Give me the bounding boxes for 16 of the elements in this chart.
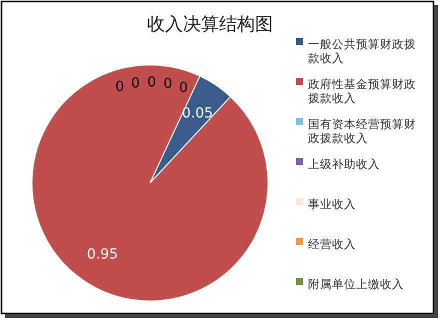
text: 0 xyxy=(179,80,188,96)
data-label: 0.95 xyxy=(86,246,118,262)
legend-label: 附属单位上缴收入 xyxy=(308,277,404,292)
text: 0 xyxy=(131,75,140,92)
data-label: 0.05 xyxy=(182,105,214,122)
pie-slice xyxy=(32,64,268,302)
chart-title: 收入决算结构图 xyxy=(147,14,273,35)
legend-label: 经营收入 xyxy=(308,237,356,252)
legend-label: 一般公共预算财政拨款收入 xyxy=(308,37,416,65)
legend-label: 上级补助收入 xyxy=(308,157,380,172)
text: 0 xyxy=(115,79,124,96)
legend-label: 事业收入 xyxy=(308,197,356,212)
legend-label: 政府性基金预算财政拨款收入 xyxy=(308,77,416,105)
legend-label: 国有资本经营预算财政拨款收入 xyxy=(308,117,416,145)
text: 0 xyxy=(147,74,156,90)
text: 0 xyxy=(163,76,172,92)
